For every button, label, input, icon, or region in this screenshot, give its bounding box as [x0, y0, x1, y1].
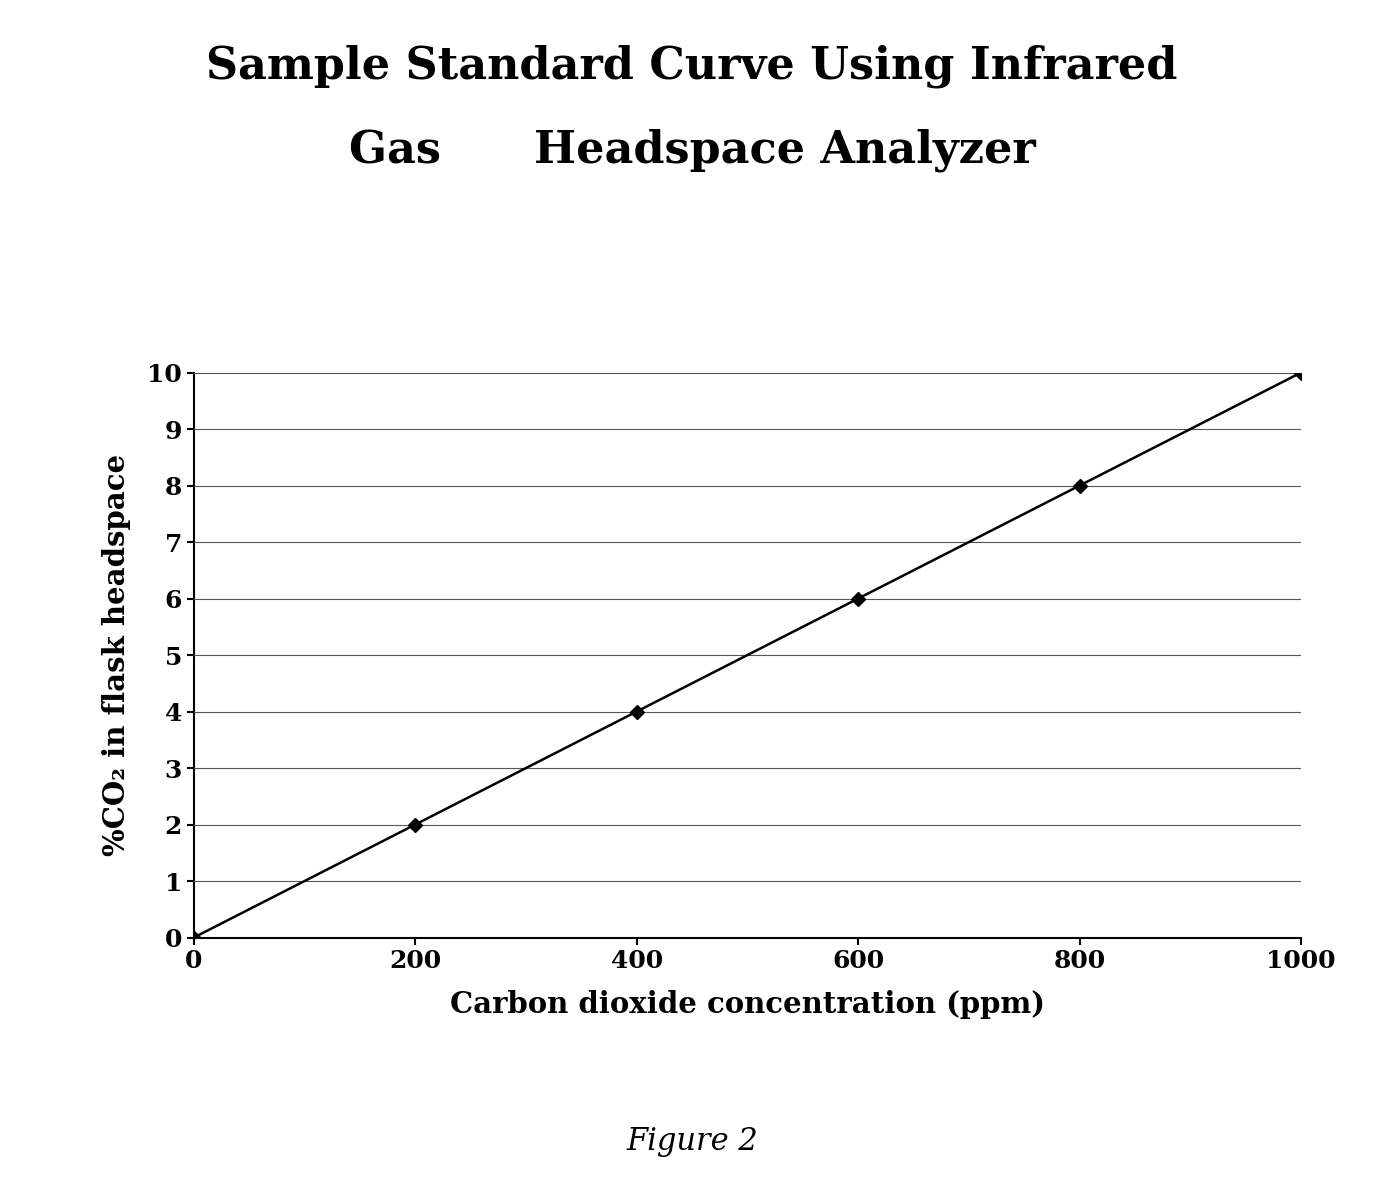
Text: Gas      Headspace Analyzer: Gas Headspace Analyzer — [349, 129, 1035, 172]
Y-axis label: %CO₂ in flask headspace: %CO₂ in flask headspace — [101, 454, 130, 856]
Text: Sample Standard Curve Using Infrared: Sample Standard Curve Using Infrared — [206, 44, 1178, 88]
Text: Figure 2: Figure 2 — [626, 1126, 758, 1158]
X-axis label: Carbon dioxide concentration (ppm): Carbon dioxide concentration (ppm) — [450, 990, 1045, 1019]
